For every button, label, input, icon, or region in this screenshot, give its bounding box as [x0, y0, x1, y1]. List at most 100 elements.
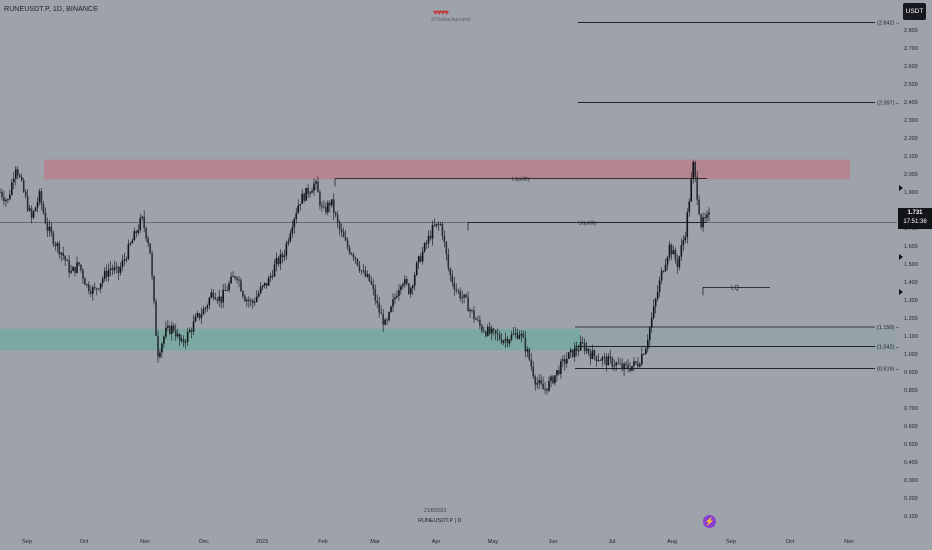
candle-body — [145, 228, 147, 239]
candle-body — [184, 341, 187, 343]
candle-body — [192, 321, 195, 332]
candle-body — [585, 348, 588, 351]
candle-body — [571, 349, 574, 357]
candle-body — [629, 368, 631, 371]
price-tick-label: 2.600 — [904, 64, 918, 70]
candle-body — [259, 287, 262, 294]
candle-body — [105, 270, 108, 277]
candle-body — [161, 343, 163, 353]
candle-body — [78, 262, 80, 265]
candle-body — [601, 357, 604, 361]
scroll-arrow-icon[interactable] — [899, 254, 903, 260]
price-tick-label: 0.800 — [904, 388, 918, 394]
candle-body — [498, 334, 501, 340]
candle-body — [139, 218, 142, 231]
candle-body — [350, 253, 353, 255]
candle-body — [615, 362, 617, 366]
time-axis[interactable]: Sep Oct Nov Dec 2023 Feb Mar Apr May Jun Jul Aug Sep… — [22, 539, 854, 545]
candle-body — [366, 274, 369, 277]
candle-body — [532, 366, 535, 377]
price-tick-label: 2.200 — [904, 136, 918, 142]
candle-body — [479, 319, 481, 326]
candle-body — [82, 270, 84, 279]
candle-body — [346, 240, 349, 248]
scroll-arrow-icon[interactable] — [899, 289, 903, 295]
candle-body — [44, 212, 47, 224]
candle-body — [595, 356, 598, 361]
candle-body — [169, 325, 171, 334]
candle-body — [652, 306, 655, 318]
candle-body — [368, 274, 371, 282]
candle-body — [287, 241, 290, 244]
candle-body — [315, 181, 317, 184]
level-lines: (2.842) – (2.397) – (1.150) – (1.042) – (0.9… — [575, 20, 900, 373]
candle-body — [257, 293, 260, 297]
candle-body — [200, 314, 203, 318]
candle-body — [295, 213, 298, 219]
candle-body — [609, 356, 612, 359]
candle-body — [562, 359, 564, 362]
candle-body — [194, 316, 197, 322]
candle-body — [603, 356, 606, 358]
candle-body — [40, 191, 43, 205]
candle-body — [382, 313, 384, 325]
scroll-arrow-icon[interactable] — [899, 185, 903, 191]
candle-body — [285, 243, 288, 256]
price-axis[interactable]: 2.800 2.700 2.600 2.500 2.400 2.300 2.200 2.100… — [904, 28, 918, 520]
price-tick-label: 0.900 — [904, 370, 918, 376]
candle-body — [299, 204, 301, 206]
candle-body — [3, 197, 5, 202]
candle-body — [433, 225, 436, 226]
candle-body — [593, 350, 596, 357]
candle-body — [398, 290, 400, 296]
candle-body — [502, 340, 505, 343]
liquidity-label: LQ — [731, 285, 739, 291]
candle-body — [538, 380, 540, 383]
candle-body — [567, 352, 570, 359]
candle-body — [413, 275, 416, 286]
candle-body — [188, 330, 191, 333]
price-tick-label: 0.100 — [904, 514, 918, 520]
candle-body — [599, 360, 602, 362]
candle-body — [54, 244, 57, 246]
candle-body — [706, 214, 708, 219]
candle-body — [690, 179, 693, 202]
candle-body — [84, 278, 86, 285]
candle-body — [32, 211, 35, 218]
candle-body — [597, 360, 600, 362]
candle-body — [9, 194, 11, 200]
candle-body — [253, 301, 256, 303]
candle-body — [654, 299, 657, 307]
candle-body — [619, 363, 621, 365]
candle-body — [463, 294, 465, 298]
candle-body — [218, 296, 221, 301]
candle-body — [554, 375, 556, 384]
candle-body — [692, 162, 695, 180]
candle-body — [178, 333, 181, 341]
candle-body — [50, 226, 53, 233]
candle-body — [573, 347, 576, 357]
lightning-icon[interactable]: ⚡ — [703, 515, 716, 528]
price-tick-label: 1.400 — [904, 280, 918, 286]
candle-body — [135, 231, 138, 233]
time-tick-label: Apr — [432, 539, 441, 545]
candle-body — [107, 269, 110, 277]
candle-body — [123, 259, 126, 261]
candle-body — [214, 297, 217, 300]
candle-body — [469, 309, 471, 312]
candle-body — [307, 187, 309, 194]
candle-body — [643, 354, 645, 355]
candle-body — [344, 237, 347, 241]
candle-body — [550, 376, 552, 381]
candle-body — [579, 342, 582, 351]
currency-button[interactable]: USDT — [903, 3, 926, 20]
candle-body — [441, 223, 444, 236]
candle-body — [340, 229, 343, 232]
candle-body — [504, 338, 507, 341]
candle-body — [153, 276, 155, 302]
symbol-header[interactable]: RUNEUSDT.P, 1D, BINANCE — [4, 6, 98, 13]
candle-body — [437, 223, 440, 225]
candle-body — [660, 270, 663, 281]
candle-body — [583, 342, 586, 351]
